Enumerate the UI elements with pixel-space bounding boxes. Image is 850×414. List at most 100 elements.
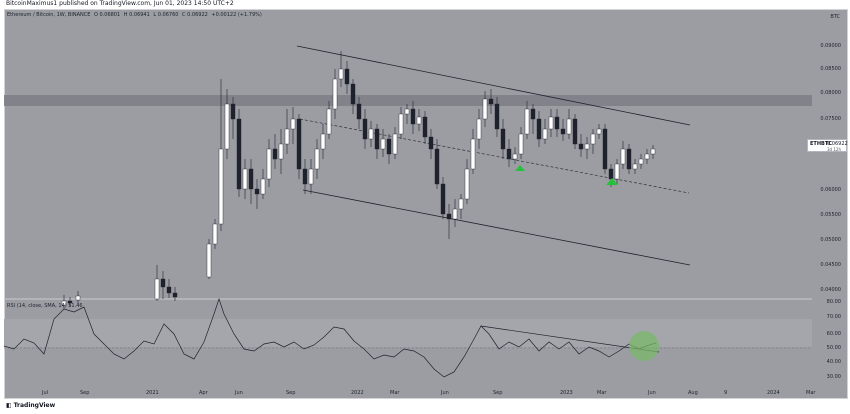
ticker-price: 0.06922 xyxy=(827,141,848,147)
candle-body xyxy=(482,98,488,120)
ticker-price-tag: ETHBTC 0.06922 3d 12h xyxy=(807,139,848,152)
footer-brand[interactable]: ◧ TradingView xyxy=(6,402,55,409)
candle-body xyxy=(464,168,470,200)
candle-body xyxy=(518,133,524,155)
candle-body xyxy=(154,278,160,300)
symbol-title[interactable]: Ethereum / Bitcoin, 1W, BINANCE xyxy=(7,12,91,18)
candle-body xyxy=(242,168,248,190)
candle-body xyxy=(548,116,554,130)
candle-body xyxy=(172,292,178,298)
candle-body xyxy=(476,118,482,140)
candle-body xyxy=(566,118,572,135)
candle-body xyxy=(166,286,172,294)
candle-body xyxy=(410,108,416,125)
channel-upper-line xyxy=(296,45,691,126)
candle-body xyxy=(596,128,602,135)
candle-body xyxy=(392,133,398,155)
time-axis-label: Sep xyxy=(80,390,90,396)
candle-body xyxy=(67,300,73,304)
candle-body xyxy=(236,118,242,190)
candle-body xyxy=(398,113,404,135)
candle-body xyxy=(422,116,428,138)
time-axis-label: Mar xyxy=(597,390,607,396)
time-axis-label: Aug xyxy=(688,390,698,396)
time-axis-label: Jul xyxy=(42,390,49,396)
chart-canvas[interactable] xyxy=(4,9,848,399)
candle-body xyxy=(416,116,422,125)
candle-body xyxy=(368,128,374,140)
tradingview-logo-icon: ◧ xyxy=(6,402,12,409)
candle-body xyxy=(314,148,320,170)
candle-body xyxy=(512,153,518,160)
rsi-axis-label: 80.00 xyxy=(826,299,841,305)
candle-body xyxy=(620,148,626,165)
candle-body xyxy=(602,128,608,170)
candle-body xyxy=(626,148,632,170)
candle-body xyxy=(75,295,81,301)
candle-body xyxy=(500,128,506,150)
candle-body xyxy=(302,168,308,185)
ticker-symbol: ETHBTC xyxy=(810,141,832,147)
price-axis-label: 0.04000 xyxy=(820,287,841,293)
candle-body xyxy=(584,143,590,150)
rsi-axis-label: 40.00 xyxy=(826,359,841,365)
time-axis-label: Sep xyxy=(493,390,503,396)
candle-body xyxy=(380,138,386,150)
rsi-axis-label: 50.00 xyxy=(826,345,841,351)
price-axis-label: 0.08500 xyxy=(820,66,841,72)
rsi-axis-label: 60.00 xyxy=(826,331,841,337)
candle-body xyxy=(344,68,350,85)
candle-body xyxy=(61,300,67,306)
rsi-header[interactable]: RSI (14, close, SMA, 14) 51.46 xyxy=(7,303,83,309)
candles-group xyxy=(61,51,656,309)
candle-body xyxy=(374,128,380,150)
time-axis-label: Jun xyxy=(235,390,243,396)
time-axis-label: Sep xyxy=(286,390,296,396)
candle-body xyxy=(362,118,368,140)
candle-body xyxy=(494,103,500,130)
price-axis-label: 0.05000 xyxy=(820,237,841,243)
brand-name: TradingView xyxy=(13,402,56,409)
rsi-highlight-circle xyxy=(629,331,659,361)
candle-body xyxy=(212,223,218,245)
low-value: L 0.06760 xyxy=(153,12,179,18)
candle-body xyxy=(266,148,272,180)
candle-body xyxy=(332,78,338,110)
candle-body xyxy=(404,108,410,115)
candle-body xyxy=(650,148,656,155)
candle-body xyxy=(350,83,356,105)
rsi-line xyxy=(4,297,657,378)
price-axis-label: 0.08000 xyxy=(820,90,841,96)
price-axis-label: 0.07500 xyxy=(820,116,841,122)
candle-body xyxy=(320,133,326,150)
candle-body xyxy=(308,168,314,185)
price-axis-label: 0.06000 xyxy=(820,187,841,193)
time-axis-label: Jun xyxy=(648,390,656,396)
candle-body xyxy=(278,143,284,160)
channel-lower-line xyxy=(302,189,691,266)
time-axis-label: Apr xyxy=(199,390,208,396)
currency-label: BTC xyxy=(830,14,840,20)
open-value: O 0.06801 xyxy=(93,12,121,18)
candle-body xyxy=(488,98,494,105)
price-axis-label: 0.05500 xyxy=(820,212,841,218)
candle-body xyxy=(638,158,644,165)
time-axis-label: Mar xyxy=(390,390,400,396)
candle-body xyxy=(434,148,440,185)
price-axis-label: 0.09000 xyxy=(820,43,841,49)
rsi-band xyxy=(4,319,812,347)
candle-body xyxy=(356,103,362,120)
candle-body xyxy=(386,138,392,155)
candle-body xyxy=(254,188,260,195)
candle-body xyxy=(644,153,650,160)
candle-body xyxy=(608,168,614,180)
candle-body xyxy=(506,148,512,160)
candle-body xyxy=(590,133,596,145)
publish-info: BitcoinMaximus1 published on TradingView… xyxy=(6,0,234,7)
candle-body xyxy=(248,168,254,190)
price-axis-label: 0.04500 xyxy=(820,262,841,268)
high-value: H 0.06941 xyxy=(123,12,150,18)
candle-body xyxy=(218,148,224,225)
candle-body xyxy=(614,163,620,180)
candle-body xyxy=(440,183,446,215)
